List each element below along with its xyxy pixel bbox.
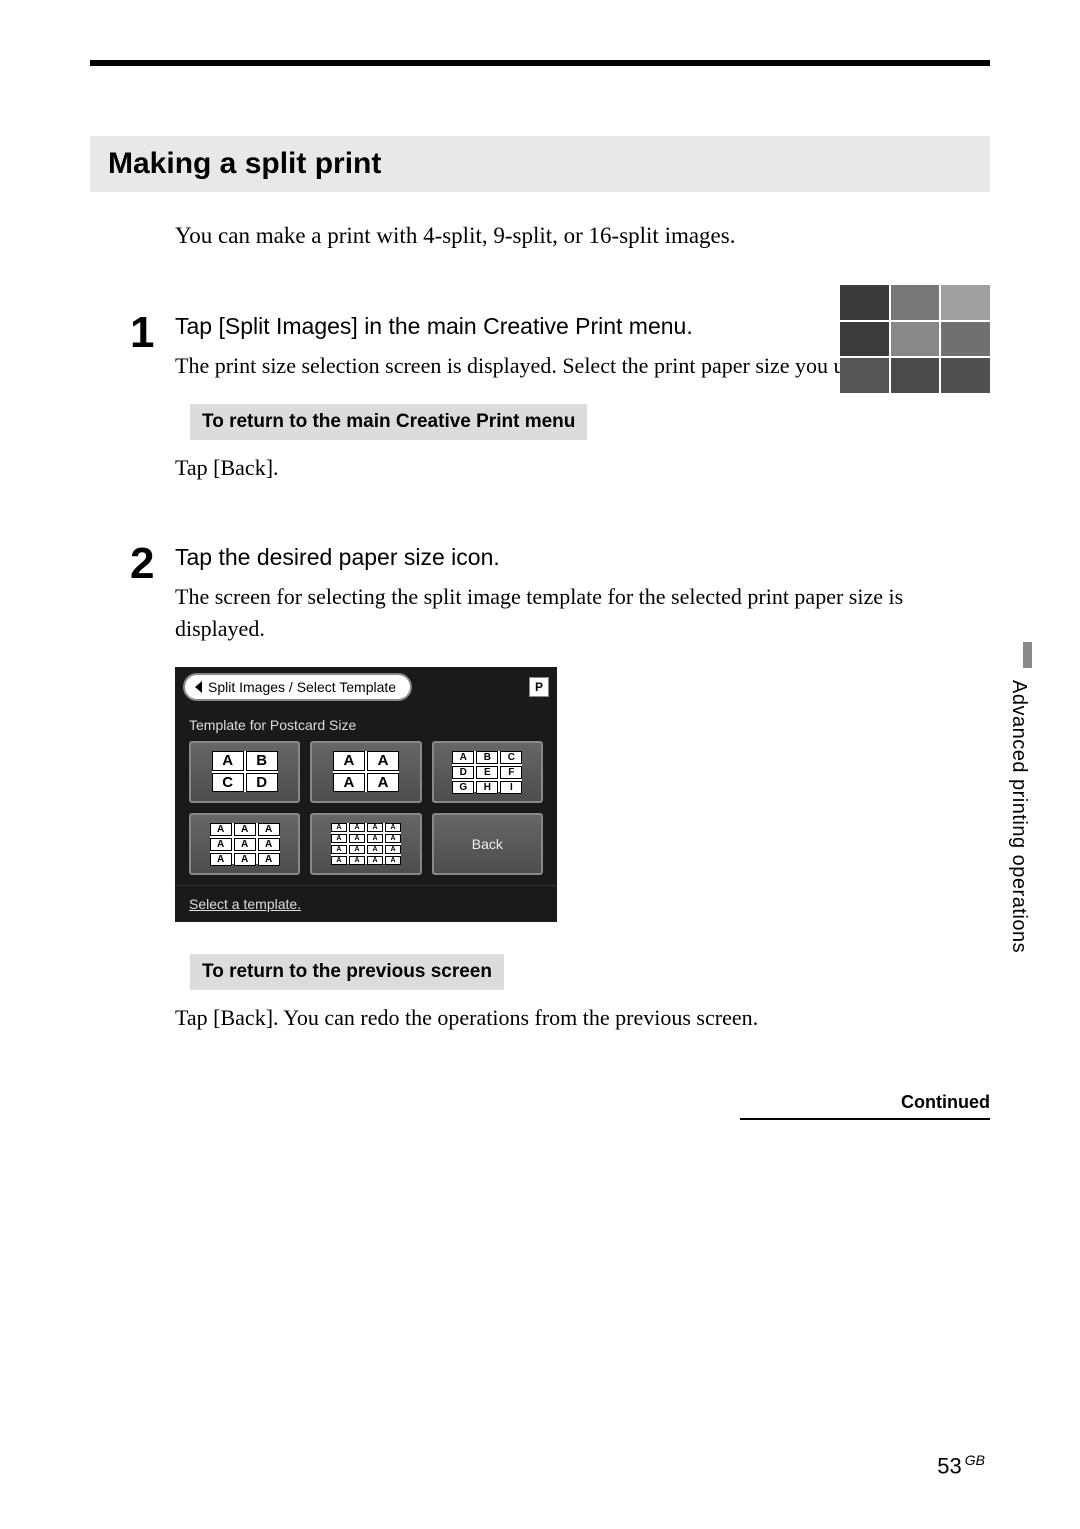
template-cell: A (210, 823, 232, 836)
step-number: 2 (90, 542, 175, 1062)
template-9split-aaa[interactable]: A A A A A A A A A (189, 813, 300, 875)
template-cell: A (385, 845, 401, 854)
page-number-value: 53 (937, 1453, 961, 1478)
back-button-label: Back (472, 836, 503, 852)
template-cell: A (333, 751, 365, 770)
template-4split-abcd[interactable]: A B C D (189, 741, 300, 803)
step-heading: Tap the desired paper size icon. (175, 542, 990, 573)
template-cell: F (500, 766, 522, 779)
template-9split-abc[interactable]: A B C D E F G H I (432, 741, 543, 803)
template-cell: D (452, 766, 474, 779)
device-screenshot: Split Images / Select Template P Templat… (175, 667, 557, 922)
template-cell: A (349, 856, 365, 865)
step-number: 1 (90, 311, 175, 512)
header-tab[interactable]: Split Images / Select Template (183, 673, 412, 701)
step-2: 2 Tap the desired paper size icon. The s… (90, 542, 990, 1062)
template-cell: D (246, 773, 278, 792)
intro-text: You can make a print with 4-split, 9-spl… (175, 220, 795, 251)
template-cell: A (258, 838, 280, 851)
template-4split-aaaa[interactable]: A A A A (310, 741, 421, 803)
template-cell: A (452, 751, 474, 764)
template-16split-aaa[interactable]: A A A A A A A A A A A A A (310, 813, 421, 875)
template-cell: A (333, 773, 365, 792)
step-description: The screen for selecting the split image… (175, 581, 990, 645)
template-cell: A (212, 751, 244, 770)
template-cell: A (331, 834, 347, 843)
p-badge-icon: P (529, 677, 549, 697)
template-cell: A (367, 845, 383, 854)
template-cell: A (331, 823, 347, 832)
side-tab-mark (1023, 642, 1032, 668)
template-cell: A (234, 838, 256, 851)
template-cell: E (476, 766, 498, 779)
device-subtitle: Template for Postcard Size (175, 707, 557, 741)
template-cell: A (367, 773, 399, 792)
back-button[interactable]: Back (432, 813, 543, 875)
template-cell: I (500, 781, 522, 794)
template-grid: A B C D A A A A (175, 741, 557, 885)
template-cell: A (331, 845, 347, 854)
header-tab-label: Split Images / Select Template (208, 679, 396, 695)
template-cell: A (367, 823, 383, 832)
page-gb: GB (965, 1452, 985, 1468)
sub-heading: To return to the main Creative Print men… (190, 404, 587, 440)
template-cell: A (258, 823, 280, 836)
template-cell: A (367, 834, 383, 843)
side-tab-label: Advanced printing operations (1007, 680, 1030, 953)
template-cell: A (210, 853, 232, 866)
template-cell: B (476, 751, 498, 764)
top-rule (90, 60, 990, 66)
sub-description: Tap [Back]. (175, 452, 990, 484)
template-cell: C (500, 751, 522, 764)
sub-heading: To return to the previous screen (190, 954, 504, 990)
template-cell: A (349, 845, 365, 854)
device-footer: Select a template. (175, 885, 557, 922)
template-cell: A (385, 834, 401, 843)
template-cell: A (331, 856, 347, 865)
sub-description: Tap [Back]. You can redo the operations … (175, 1002, 990, 1034)
section-title: Making a split print (90, 136, 990, 192)
template-cell: C (212, 773, 244, 792)
continued-label: Continued (740, 1092, 990, 1120)
split-print-example-thumbnail (840, 285, 990, 393)
template-cell: A (210, 838, 232, 851)
template-cell: A (349, 834, 365, 843)
template-cell: A (385, 856, 401, 865)
template-cell: A (385, 823, 401, 832)
template-cell: A (367, 856, 383, 865)
template-cell: H (476, 781, 498, 794)
device-header: Split Images / Select Template P (175, 667, 557, 707)
template-cell: B (246, 751, 278, 770)
template-cell: A (367, 751, 399, 770)
template-cell: A (349, 823, 365, 832)
page-number: 53GB (937, 1452, 985, 1479)
template-cell: A (234, 823, 256, 836)
template-cell: A (258, 853, 280, 866)
template-cell: G (452, 781, 474, 794)
template-cell: A (234, 853, 256, 866)
